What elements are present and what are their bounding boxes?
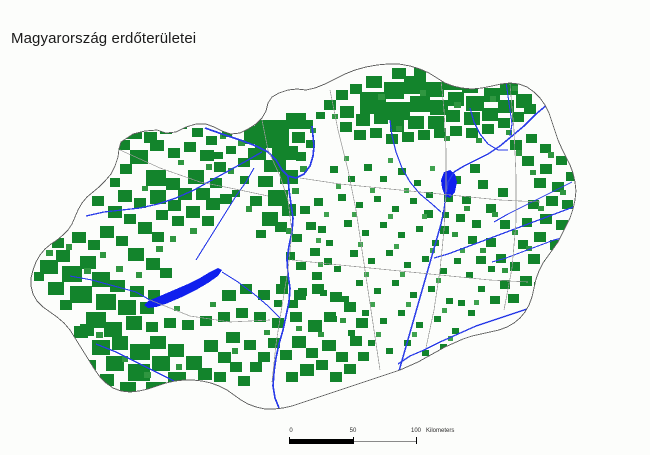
scale-tick-50 xyxy=(353,437,354,444)
page-title: Magyarország erdőterületei xyxy=(11,30,197,47)
scale-tick-100 xyxy=(416,437,417,444)
river-koros xyxy=(433,205,576,259)
river-sio xyxy=(221,271,281,319)
scale-tick-0 xyxy=(289,437,290,444)
river-berettyo xyxy=(493,181,573,223)
river-tisza xyxy=(389,95,561,401)
scale-label-50: 50 xyxy=(349,428,357,434)
river-maros xyxy=(397,301,549,365)
river-zala xyxy=(69,275,151,301)
lake-balaton xyxy=(144,268,222,308)
scale-bar-open-segment xyxy=(353,440,417,442)
river-sajo xyxy=(469,107,508,151)
river-zagyva xyxy=(389,119,442,213)
river-danube-south xyxy=(272,175,294,409)
scale-label-0: 0 xyxy=(289,428,293,434)
scale-bar-filled-segment xyxy=(289,439,353,444)
river-raba xyxy=(85,151,263,217)
scale-label-100: 100 xyxy=(410,428,422,434)
country-boundary xyxy=(30,63,577,410)
scale-bar-track xyxy=(289,439,417,444)
river-hernad xyxy=(505,81,513,137)
boundary-layer xyxy=(30,63,577,410)
forest-cover-layer xyxy=(34,66,576,409)
river-kettos-koros xyxy=(491,235,571,263)
river-marcal xyxy=(195,167,255,261)
scale-units-label: Kilometers xyxy=(426,428,455,434)
scale-bar: 0 50 100 Kilometers xyxy=(289,428,454,450)
lake-tisza xyxy=(441,170,457,198)
